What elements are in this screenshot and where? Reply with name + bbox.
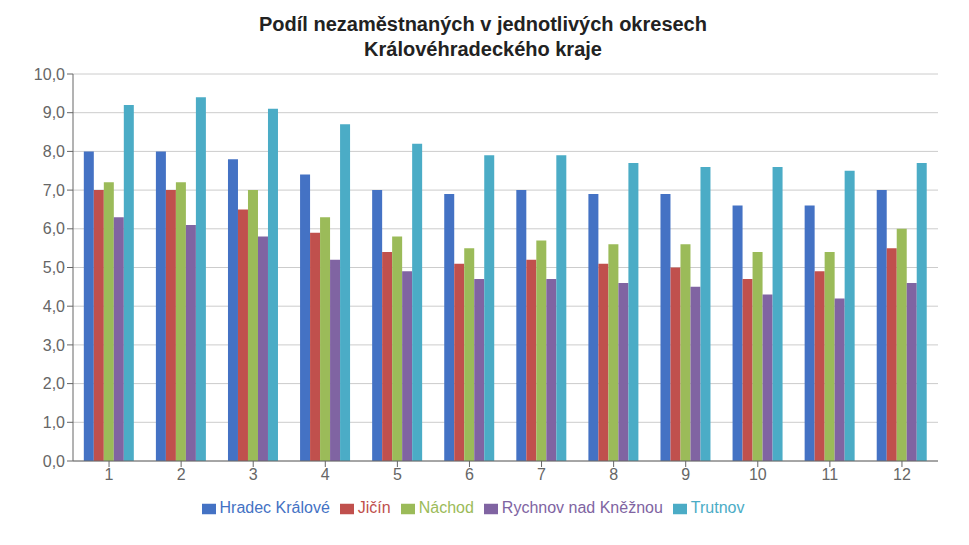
svg-text:3,0: 3,0 [43, 337, 65, 354]
svg-text:1,0: 1,0 [43, 414, 65, 431]
svg-text:9: 9 [681, 466, 690, 483]
svg-text:2: 2 [177, 466, 186, 483]
html-text:Královéhradeckého kraje: Královéhradeckého kraje [364, 38, 602, 60]
svg-text:10: 10 [749, 466, 767, 483]
svg-text:11: 11 [822, 466, 839, 483]
html-text:Podíl nezaměstnaných v jednotl: Podíl nezaměstnaných v jednotlivých okre… [259, 13, 707, 35]
svg-text:4,0: 4,0 [43, 298, 65, 315]
html-text:Náchod: Náchod [418, 499, 474, 516]
html-text:Rychnov nad Kněžnou: Rychnov nad Kněžnou [501, 499, 663, 516]
svg-text:6,0: 6,0 [43, 220, 65, 237]
svg-text:8,0: 8,0 [43, 143, 65, 160]
svg-text:8: 8 [609, 466, 618, 483]
svg-text:6: 6 [465, 466, 474, 483]
html-text:Trutnov: Trutnov [690, 499, 745, 516]
svg-text:1: 1 [105, 466, 114, 483]
svg-text:5,0: 5,0 [43, 259, 65, 276]
svg-text:9,0: 9,0 [43, 104, 65, 121]
svg-text:0,0: 0,0 [43, 453, 65, 470]
svg-text:3: 3 [249, 466, 258, 483]
html-text:Hradec Králové: Hradec Králové [219, 499, 330, 516]
svg-text:2,0: 2,0 [43, 375, 65, 392]
svg-text:5: 5 [393, 466, 402, 483]
svg-text:10,0: 10,0 [34, 66, 65, 83]
svg-text:7,0: 7,0 [43, 182, 65, 199]
svg-text:12: 12 [893, 466, 911, 483]
svg-text:7: 7 [537, 466, 546, 483]
svg-text:4: 4 [321, 466, 330, 483]
html-text:Jičín: Jičín [357, 499, 391, 516]
